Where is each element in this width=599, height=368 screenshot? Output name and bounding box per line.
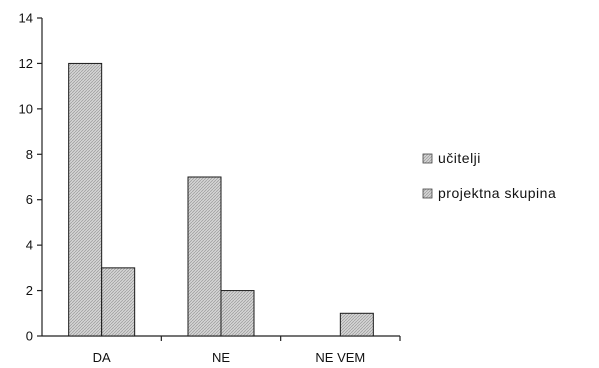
bar-ne-1 <box>187 176 222 337</box>
x-tick-label: NE VEM <box>315 350 365 365</box>
legend: učitelji projektna skupina <box>422 150 556 201</box>
bar-da-2 <box>101 267 136 337</box>
bars <box>68 62 374 337</box>
y-tick-label: 2 <box>26 283 33 298</box>
legend-swatch <box>422 153 433 164</box>
y-tick-label: 0 <box>26 329 33 344</box>
legend-label: projektna skupina <box>438 185 556 201</box>
labels: 0 2 4 6 8 10 12 14 DA NE NE VEM <box>19 11 366 366</box>
x-tick-label: NE <box>212 350 230 365</box>
y-tick-label: 4 <box>26 238 33 253</box>
legend-swatch <box>422 188 433 199</box>
y-tick-label: 14 <box>19 11 33 26</box>
y-tick-label: 12 <box>19 56 33 71</box>
y-tick-label: 8 <box>26 147 33 162</box>
y-tick-label: 10 <box>19 101 33 116</box>
bar-da-1 <box>68 62 103 337</box>
x-tick-label: DA <box>93 350 111 365</box>
legend-label: učitelji <box>438 150 481 166</box>
bar-ne-vem-2 <box>339 312 374 337</box>
y-tick-label: 6 <box>26 192 33 207</box>
bar-ne-2 <box>220 290 255 337</box>
